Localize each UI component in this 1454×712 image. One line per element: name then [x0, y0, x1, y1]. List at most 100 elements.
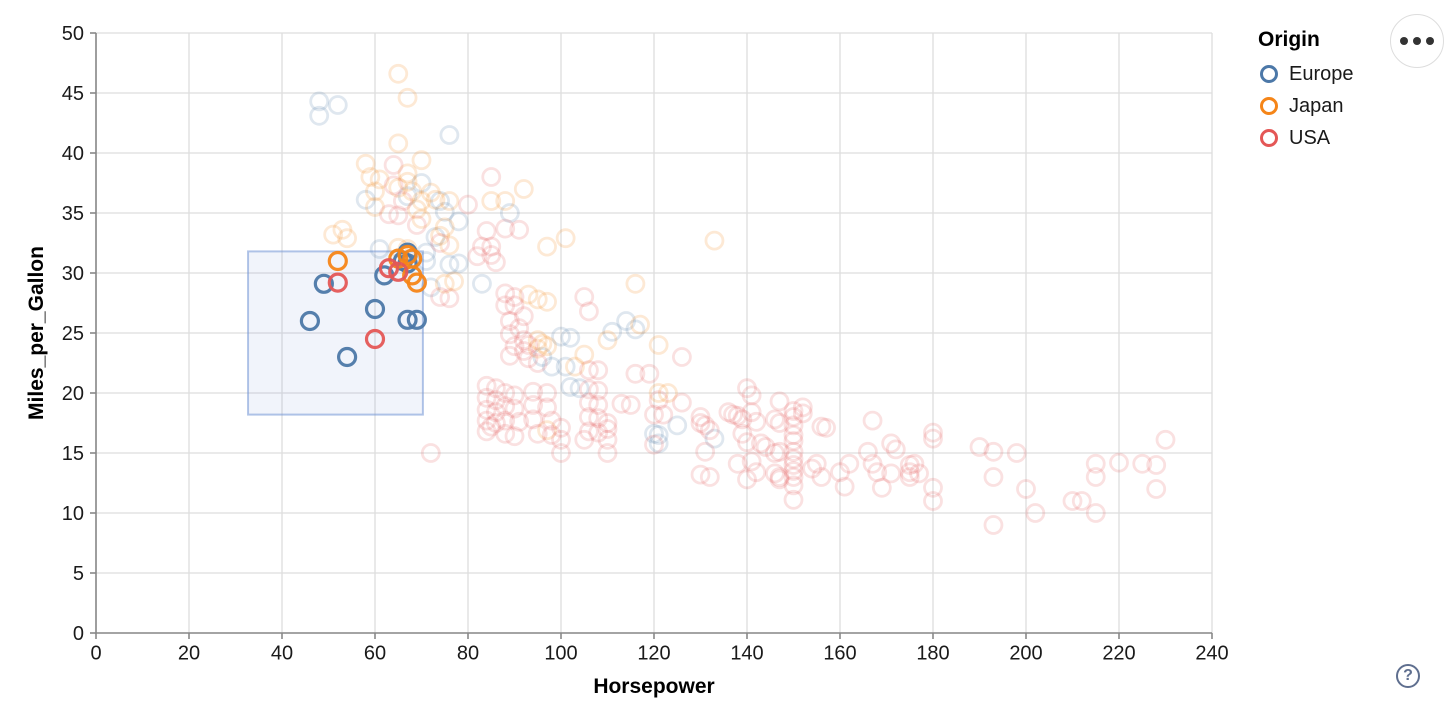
data-point — [527, 338, 548, 359]
data-point — [783, 425, 804, 445]
data-point — [569, 378, 590, 399]
data-point — [816, 417, 836, 438]
data-point — [727, 453, 748, 474]
data-point — [871, 477, 892, 498]
data-point — [481, 167, 502, 187]
data-point — [923, 422, 943, 443]
data-point — [434, 273, 455, 294]
data-point — [513, 179, 534, 199]
data-point — [644, 434, 664, 455]
data-point — [811, 416, 832, 437]
data-point — [625, 363, 646, 384]
x-tick-label: 180 — [916, 643, 949, 665]
data-point — [625, 319, 646, 340]
data-point — [648, 335, 669, 355]
data-point — [509, 318, 530, 339]
data-point — [527, 423, 548, 444]
data-point — [579, 301, 599, 322]
data-point — [481, 416, 502, 437]
data-point — [881, 433, 902, 454]
legend-item-usa: USA — [1258, 122, 1354, 154]
data-point — [481, 236, 502, 257]
data-point-selected — [364, 328, 386, 350]
data-point — [923, 491, 943, 511]
x-tick-label: 100 — [544, 643, 577, 665]
data-point — [1085, 453, 1106, 474]
y-tick-label: 30 — [62, 263, 84, 285]
data-point — [699, 467, 720, 487]
data-point — [369, 239, 390, 259]
legend-item-japan: Japan — [1258, 90, 1354, 122]
data-point — [783, 441, 804, 462]
data-point — [741, 385, 762, 406]
data-point — [411, 191, 432, 211]
data-point — [551, 443, 571, 463]
data-point — [509, 411, 530, 432]
data-point — [560, 377, 581, 397]
data-point — [518, 284, 539, 305]
data-point — [737, 378, 757, 399]
data-point — [411, 150, 432, 171]
data-point — [485, 378, 506, 399]
data-point — [495, 218, 516, 239]
data-point — [383, 155, 404, 175]
data-point — [690, 407, 711, 427]
data-point — [648, 390, 669, 411]
data-point-selected — [397, 244, 418, 266]
data-point — [332, 219, 353, 240]
data-point — [899, 467, 920, 487]
data-point — [513, 330, 534, 351]
data-point — [425, 227, 446, 247]
data-point — [746, 462, 767, 483]
data-point — [541, 356, 562, 377]
data-point — [420, 182, 441, 203]
data-point — [388, 205, 409, 226]
data-point — [499, 345, 520, 366]
data-point — [667, 415, 688, 436]
legend: Origin Europe Japan USA — [1258, 28, 1354, 154]
data-point — [504, 398, 525, 419]
data-point — [648, 433, 669, 454]
data-point — [769, 391, 790, 412]
data-point — [811, 467, 832, 487]
x-tick-label: 160 — [823, 643, 856, 665]
data-point — [630, 314, 650, 335]
data-point — [392, 191, 413, 211]
data-point — [783, 431, 804, 451]
data-point — [434, 217, 455, 238]
data-point — [746, 411, 767, 432]
data-point — [537, 397, 557, 418]
data-point — [1062, 491, 1083, 511]
chart-actions-menu-button[interactable] — [1390, 14, 1444, 68]
data-point — [411, 209, 432, 229]
data-point — [420, 443, 441, 463]
data-point — [588, 380, 609, 401]
data-point — [1006, 443, 1027, 463]
x-tick-label: 60 — [364, 643, 386, 665]
data-point — [802, 458, 822, 479]
data-point — [560, 327, 581, 348]
data-point-selected — [327, 250, 348, 272]
data-point — [751, 433, 771, 454]
data-point — [1109, 452, 1129, 473]
x-tick-label: 20 — [178, 643, 200, 665]
data-point — [379, 204, 399, 225]
data-point — [983, 515, 1004, 535]
data-point — [476, 375, 497, 396]
data-point — [574, 344, 595, 365]
data-point-selected — [406, 272, 427, 293]
axes: 0 20 40 60 80 100 120 140 160 180 200 220 240 0 5 10 15 2… — [62, 23, 1229, 665]
y-tick-label: 10 — [62, 503, 84, 525]
y-tick-label: 50 — [62, 23, 84, 45]
help-icon[interactable]: ? — [1396, 664, 1420, 688]
data-point — [690, 464, 711, 485]
data-point — [476, 221, 497, 241]
data-point — [699, 420, 720, 441]
data-point — [755, 437, 776, 457]
data-point — [430, 233, 451, 253]
data-point — [1132, 453, 1153, 474]
data-point — [485, 402, 506, 423]
data-point — [672, 392, 692, 413]
x-tick-label: 40 — [271, 643, 293, 665]
